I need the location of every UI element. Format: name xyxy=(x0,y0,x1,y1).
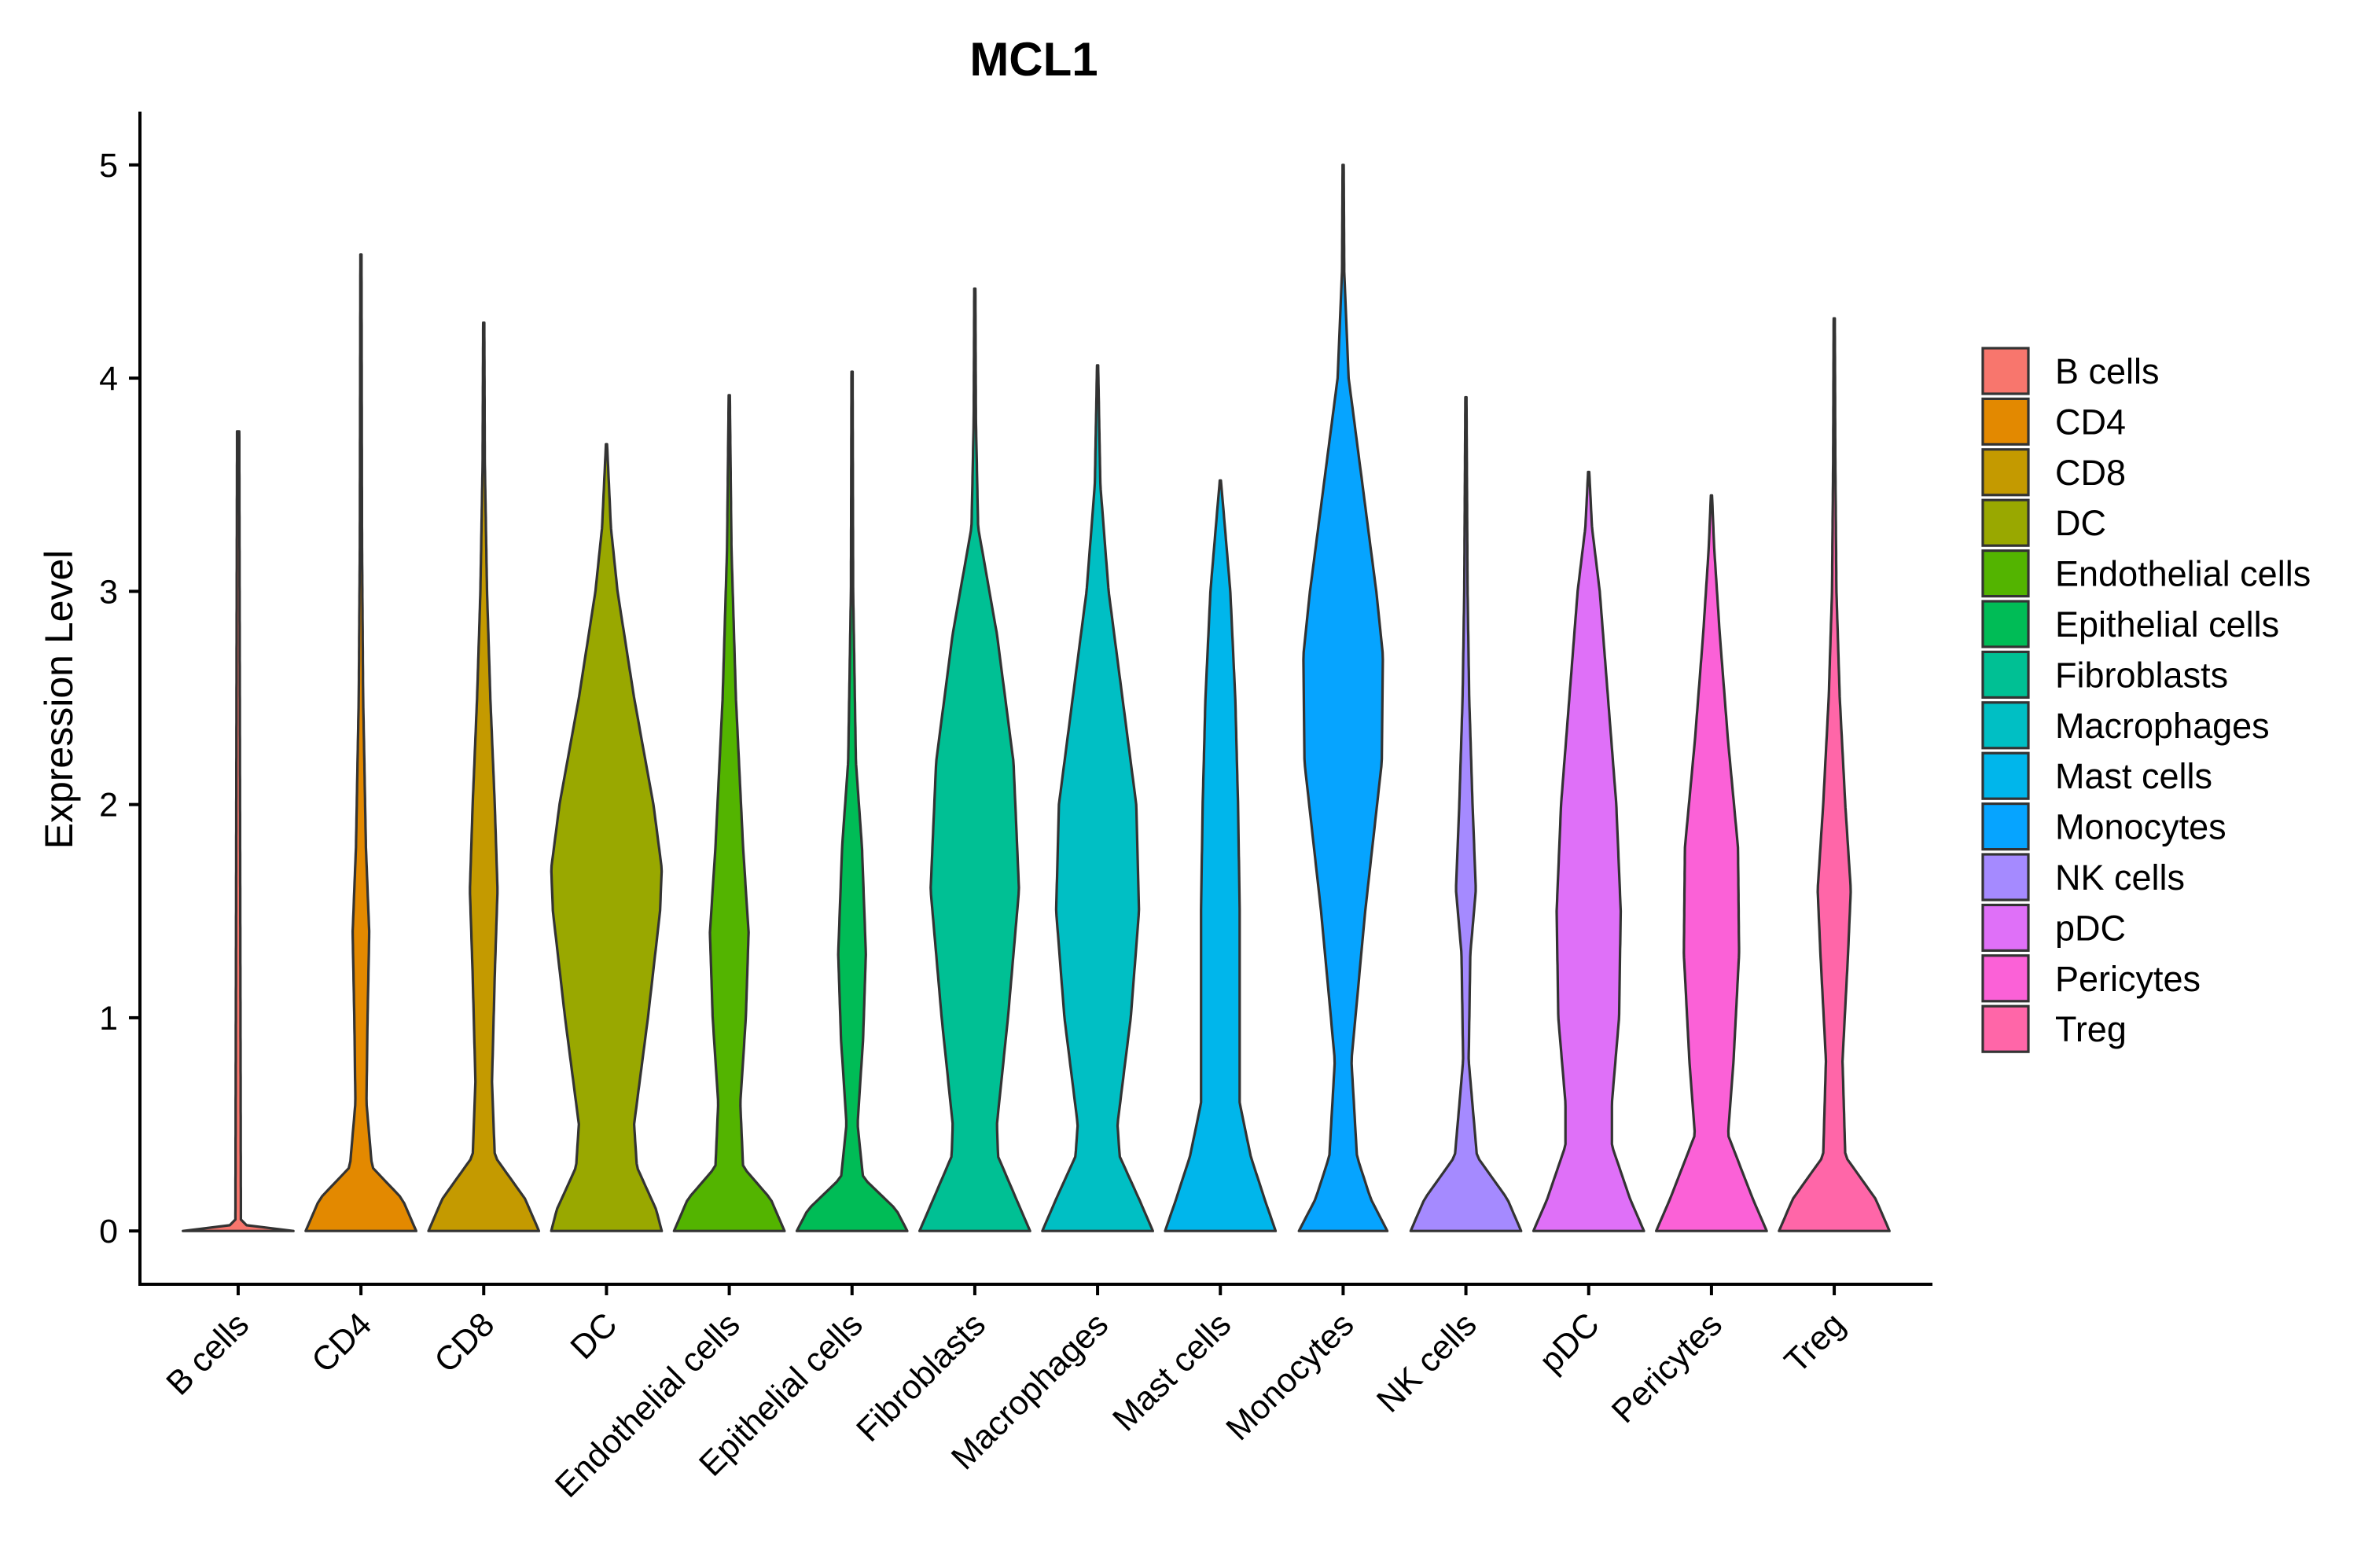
legend-label-macrophages: Macrophages xyxy=(2055,706,2270,746)
violin-monocytes xyxy=(1297,163,1389,1232)
legend-key-cd8 xyxy=(1981,448,2030,497)
y-tick-label: 1 xyxy=(99,1000,118,1037)
legend-label-pericytes: Pericytes xyxy=(2055,959,2201,999)
legend-label-b-cells: B cells xyxy=(2055,351,2160,391)
legend-key-fibroblasts xyxy=(1981,650,2030,700)
legend-key-pericytes xyxy=(1981,954,2030,1003)
legend-key-monocytes xyxy=(1981,802,2030,851)
legend-key-b-cells xyxy=(1981,347,2030,395)
y-axis-ticks: 0 1 2 3 4 5 xyxy=(99,147,140,1250)
y-tick-label: 3 xyxy=(99,573,118,611)
legend-key-epithelial-cells xyxy=(1981,600,2030,648)
legend-label-monocytes: Monocytes xyxy=(2055,807,2226,847)
violin-treg xyxy=(1778,317,1891,1232)
legend-key-mast-cells xyxy=(1981,751,2030,800)
violin-b-cells xyxy=(182,430,295,1232)
violin-endothelial-cells xyxy=(672,394,786,1232)
violin-macrophages xyxy=(1041,364,1154,1232)
legend-key-cd4 xyxy=(1981,397,2030,446)
legend: B cells CD4 CD8 DC Endothelial cells Epitheli… xyxy=(1981,347,2311,1053)
violin-cd4 xyxy=(304,253,417,1232)
legend-key-nk-cells xyxy=(1981,853,2030,902)
legend-label-endothelial-cells: Endothelial cells xyxy=(2055,554,2311,594)
violin-pdc xyxy=(1531,470,1645,1232)
legend-label-treg: Treg xyxy=(2055,1009,2127,1049)
y-tick-label: 5 xyxy=(99,147,118,185)
violin-group xyxy=(182,163,1891,1232)
legend-label-dc: DC xyxy=(2055,503,2106,543)
legend-label-fibroblasts: Fibroblasts xyxy=(2055,655,2228,695)
legend-key-endothelial-cells xyxy=(1981,549,2030,598)
legend-label-mast-cells: Mast cells xyxy=(2055,756,2212,796)
violin-mast-cells xyxy=(1164,479,1278,1232)
chart-title: MCL1 xyxy=(969,33,1098,86)
violin-cd8 xyxy=(427,321,541,1232)
legend-key-macrophages xyxy=(1981,701,2030,750)
legend-label-epithelial-cells: Epithelial cells xyxy=(2055,604,2279,644)
y-tick-label: 0 xyxy=(99,1213,118,1250)
violin-nk-cells xyxy=(1409,395,1523,1232)
violin-pericytes xyxy=(1655,494,1768,1232)
y-tick-label: 2 xyxy=(99,787,118,824)
legend-label-nk-cells: NK cells xyxy=(2055,857,2185,898)
legend-key-treg xyxy=(1981,1004,2030,1053)
legend-label-pdc: pDC xyxy=(2055,908,2126,948)
legend-label-cd8: CD8 xyxy=(2055,453,2126,493)
violin-fibroblasts xyxy=(918,287,1031,1232)
y-tick-label: 4 xyxy=(99,360,118,398)
legend-key-dc xyxy=(1981,498,2030,547)
violin-dc xyxy=(550,442,664,1232)
y-axis-label: Expression Level xyxy=(37,550,81,850)
legend-key-pdc xyxy=(1981,903,2030,953)
violin-epithelial-cells xyxy=(795,370,909,1232)
legend-label-cd4: CD4 xyxy=(2055,402,2126,442)
